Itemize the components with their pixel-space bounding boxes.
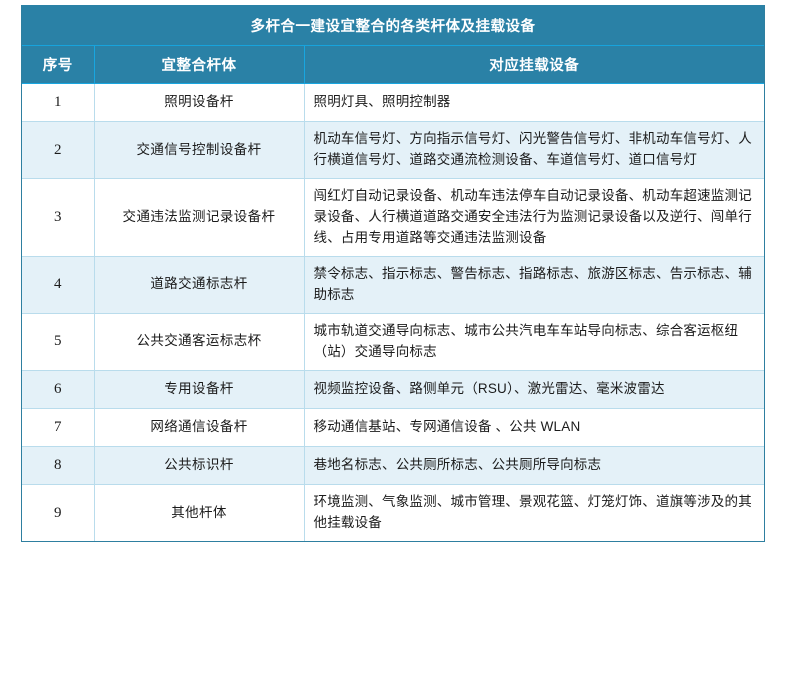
table-title: 多杆合一建设宜整合的各类杆体及挂载设备 (22, 5, 764, 46)
cell-equip: 视频监控设备、路侧单元（RSU）、激光雷达、毫米波雷达 (303, 369, 764, 409)
cell-pole: 公共标识杆 (93, 446, 305, 486)
cell-pole: 交通信号控制设备杆 (93, 121, 305, 180)
cell-seq: 7 (22, 407, 95, 448)
table-body: 1 照明设备杆 照明灯具、照明控制器 2 交通信号控制设备杆 机动车信号灯、方向… (22, 83, 764, 542)
cell-pole: 网络通信设备杆 (93, 407, 305, 448)
cell-seq: 9 (22, 484, 95, 542)
pole-equipment-table: 多杆合一建设宜整合的各类杆体及挂载设备 序号 宜整合杆体 对应挂载设备 1 照明… (22, 5, 764, 542)
table-row: 3 交通违法监测记录设备杆 闯红灯自动记录设备、机动车违法停车自动记录设备、机动… (22, 178, 764, 257)
cell-equip: 移动通信基站、专网通信设备 、公共 WLAN (303, 407, 764, 448)
cell-equip: 禁令标志、指示标志、警告标志、指路标志、旅游区标志、告示标志、辅助标志 (303, 255, 764, 314)
cell-equip: 闯红灯自动记录设备、机动车违法停车自动记录设备、机动车超速监测记录设备、人行横道… (303, 178, 764, 257)
table-column-header-row: 序号 宜整合杆体 对应挂载设备 (22, 45, 764, 84)
pole-equipment-table-container: 多杆合一建设宜整合的各类杆体及挂载设备 序号 宜整合杆体 对应挂载设备 1 照明… (21, 5, 765, 543)
cell-pole: 其他杆体 (93, 484, 305, 542)
cell-equip: 城市轨道交通导向标志、城市公共汽电车车站导向标志、综合客运枢纽（站）交通导向标志 (303, 312, 764, 371)
cell-equip: 巷地名标志、公共厕所标志、公共厕所导向标志 (303, 446, 764, 486)
cell-seq: 5 (22, 312, 95, 371)
table-title-row: 多杆合一建设宜整合的各类杆体及挂载设备 (22, 5, 764, 46)
table-row: 4 道路交通标志杆 禁令标志、指示标志、警告标志、指路标志、旅游区标志、告示标志… (22, 255, 764, 314)
cell-seq: 4 (22, 255, 95, 314)
cell-seq: 1 (22, 83, 95, 123)
table-row: 5 公共交通客运标志杯 城市轨道交通导向标志、城市公共汽电车车站导向标志、综合客… (22, 312, 764, 371)
cell-pole: 交通违法监测记录设备杆 (93, 178, 305, 257)
cell-pole: 公共交通客运标志杯 (93, 312, 305, 371)
cell-equip: 环境监测、气象监测、城市管理、景观花篮、灯笼灯饰、道旗等涉及的其他挂载设备 (303, 484, 764, 542)
cell-seq: 2 (22, 121, 95, 180)
cell-seq: 6 (22, 369, 95, 409)
cell-pole: 专用设备杆 (93, 369, 305, 409)
column-header-equip: 对应挂载设备 (303, 45, 764, 84)
cell-seq: 3 (22, 178, 95, 257)
cell-equip: 照明灯具、照明控制器 (303, 83, 764, 123)
column-header-pole: 宜整合杆体 (93, 45, 304, 84)
cell-pole: 道路交通标志杆 (93, 255, 305, 314)
table-row: 9 其他杆体 环境监测、气象监测、城市管理、景观花篮、灯笼灯饰、道旗等涉及的其他… (22, 484, 764, 542)
table-header: 多杆合一建设宜整合的各类杆体及挂载设备 序号 宜整合杆体 对应挂载设备 (22, 5, 764, 84)
cell-pole: 照明设备杆 (93, 83, 305, 123)
table-row: 2 交通信号控制设备杆 机动车信号灯、方向指示信号灯、闪光警告信号灯、非机动车信… (22, 121, 764, 180)
cell-equip: 机动车信号灯、方向指示信号灯、闪光警告信号灯、非机动车信号灯、人行横道信号灯、道… (303, 121, 764, 180)
table-row: 7 网络通信设备杆 移动通信基站、专网通信设备 、公共 WLAN (22, 407, 764, 448)
cell-seq: 8 (22, 446, 95, 486)
column-header-seq: 序号 (22, 45, 94, 84)
table-row: 6 专用设备杆 视频监控设备、路侧单元（RSU）、激光雷达、毫米波雷达 (22, 369, 764, 409)
table-row: 8 公共标识杆 巷地名标志、公共厕所标志、公共厕所导向标志 (22, 446, 764, 486)
table-row: 1 照明设备杆 照明灯具、照明控制器 (22, 83, 764, 123)
